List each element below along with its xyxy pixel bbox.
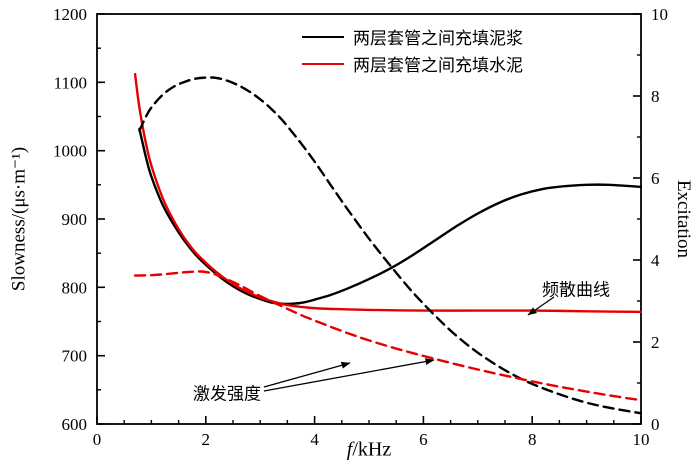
annotation-arrow xyxy=(263,358,435,392)
y-axis-label-right: Excitation xyxy=(673,179,694,259)
x-tick-label: 2 xyxy=(202,430,211,449)
x-axis-label-symbol: f xyxy=(346,438,353,461)
x-axis-label-unit: /kHz xyxy=(352,438,392,461)
y-left-tick-label: 1200 xyxy=(53,5,87,24)
y-left-tick-label: 700 xyxy=(62,347,88,366)
series-cement-dispersion xyxy=(133,72,642,314)
y-right-tick-label: 0 xyxy=(651,415,660,434)
x-tick-label: 4 xyxy=(310,430,319,449)
series-mud-excitation xyxy=(138,76,642,415)
y-axis-label-left: Slowness/(μs·m⁻¹) xyxy=(8,146,30,292)
y-left-tick-label: 800 xyxy=(62,278,88,297)
annotation-arrow xyxy=(527,296,555,316)
y-right-tick-label: 6 xyxy=(651,169,660,188)
y-right-tick-label: 8 xyxy=(651,87,660,106)
legend: 两层套管之间充填泥浆 两层套管之间充填水泥 xyxy=(302,23,523,77)
y-left-tick-label: 1100 xyxy=(54,73,87,92)
annotation-excitation-intensity: 激发强度 xyxy=(193,384,261,404)
legend-label-mud: 两层套管之间充填泥浆 xyxy=(353,29,523,48)
legend-item-mud: 两层套管之间充填泥浆 xyxy=(302,23,523,50)
legend-label-cement: 两层套管之间充填水泥 xyxy=(353,56,523,75)
x-tick-label: 6 xyxy=(419,430,428,449)
y-right-tick-label: 4 xyxy=(651,251,660,270)
y-left-tick-label: 900 xyxy=(62,210,88,229)
y-left-tick-label: 1000 xyxy=(53,142,87,161)
x-tick-label: 10 xyxy=(633,430,650,449)
annotation-arrow xyxy=(263,361,351,388)
y-right-tick-label: 2 xyxy=(651,333,660,352)
y-left-tick-label: 600 xyxy=(62,415,88,434)
legend-item-cement: 两层套管之间充填水泥 xyxy=(302,50,523,77)
x-tick-label: 0 xyxy=(93,430,102,449)
annotation-dispersion-curves: 频散曲线 xyxy=(542,280,610,300)
y-right-tick-label: 10 xyxy=(651,5,668,24)
series-mud-dispersion xyxy=(138,127,642,306)
series-cement-excitation xyxy=(133,270,642,402)
legend-line-swatch-cement xyxy=(302,62,344,65)
x-tick-label: 8 xyxy=(528,430,537,449)
x-axis-label: f/kHz xyxy=(347,439,391,462)
legend-line-swatch-mud xyxy=(302,35,344,38)
